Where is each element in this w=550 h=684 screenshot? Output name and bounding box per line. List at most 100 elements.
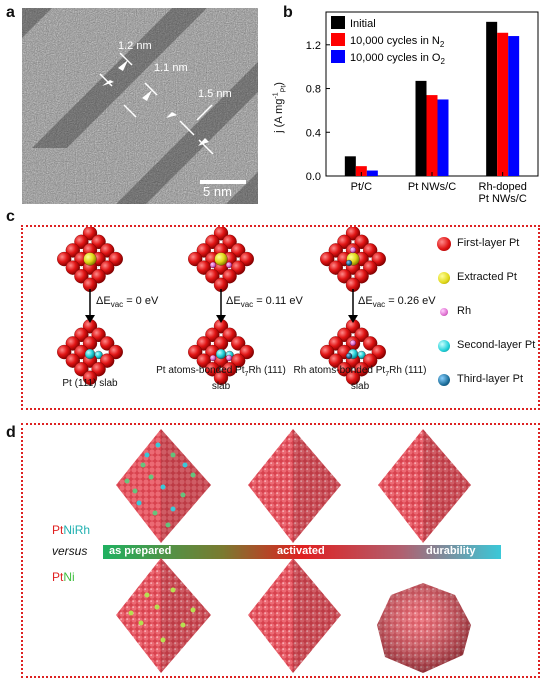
x-tick-label: Rh-doped — [479, 181, 527, 193]
first-layer-atom — [65, 353, 80, 368]
first-layer-atom — [363, 353, 378, 368]
panel-d-frame: PtNiRh versus PtNi as prepared activated… — [21, 423, 540, 678]
bar-0-1 — [355, 166, 367, 176]
first-layer-atom — [231, 260, 246, 275]
first-layer-atom — [100, 336, 115, 351]
first-layer-atom — [196, 243, 211, 258]
third-layer-pt-icon — [438, 374, 450, 386]
rh-atom — [349, 339, 357, 347]
y-tick-label: 0.0 — [306, 171, 321, 183]
first-layer-atom — [91, 269, 106, 284]
bar-0-2 — [366, 170, 378, 176]
first-layer-atom — [100, 260, 115, 275]
first-layer-atom — [196, 260, 211, 275]
extracted-pt-icon — [438, 272, 450, 284]
first-layer-atom — [239, 251, 254, 267]
first-layer-atom — [231, 243, 246, 258]
first-layer-atom — [371, 344, 386, 360]
first-layer-atom — [205, 327, 220, 342]
first-layer-atom — [337, 269, 352, 284]
first-layer-atom — [65, 336, 80, 351]
legend-first-layer: First-layer Pt — [457, 237, 520, 249]
rh-atom — [225, 354, 233, 362]
first-layer-atom — [337, 234, 352, 249]
label-ptni: PtNi — [52, 570, 75, 584]
x-tick-label: Pt NWs/C — [408, 181, 456, 193]
delta-e-2: ΔEvac = 0.11 eV — [226, 295, 303, 310]
first-layer-atom — [354, 269, 369, 284]
rh-atom — [225, 261, 233, 269]
chart-bars — [344, 21, 520, 177]
y-label-sub: Pt — [280, 85, 288, 93]
tem-image: 1.2 nm 1.1 nm 1.5 nm 5 nm — [22, 8, 258, 204]
first-layer-atom — [74, 234, 89, 249]
bar-label-prepared: as prepared — [109, 545, 172, 557]
legend-rh: Rh — [457, 305, 472, 317]
first-layer-atom — [74, 327, 89, 342]
first-layer-atom — [91, 362, 106, 377]
first-layer-atom — [205, 234, 220, 249]
octahedron-ptnirh-prepared — [116, 429, 211, 543]
first-layer-atom — [239, 344, 254, 360]
first-layer-atom — [363, 336, 378, 351]
first-layer-atom — [213, 370, 229, 385]
octahedron-ptni-prepared — [116, 558, 211, 673]
legend-third-layer: Third-layer Pt — [457, 373, 524, 385]
legend-label: 10,000 cycles in N2 — [350, 35, 445, 49]
first-layer-atom — [328, 353, 343, 368]
measurement-1: 1.2 nm — [118, 40, 152, 52]
bar-1-1 — [426, 95, 438, 176]
first-layer-atom — [345, 370, 361, 385]
octahedron-ptnirh-activated — [248, 429, 341, 543]
second-layer-pt-icon — [438, 340, 450, 352]
bar-1-0 — [415, 80, 427, 176]
bar-0-0 — [344, 156, 356, 176]
first-layer-atom — [57, 251, 72, 267]
first-layer-atom — [363, 260, 378, 275]
x-tick-label: Pt/C — [351, 181, 372, 193]
first-layer-atom — [57, 344, 72, 360]
first-layer-atom — [320, 251, 335, 267]
first-layer-atom — [74, 269, 89, 284]
first-layer-atom — [337, 362, 352, 377]
panel-label-d: d — [6, 424, 16, 441]
first-layer-atom — [188, 251, 203, 267]
third-layer-atom — [345, 352, 353, 360]
rh-atom — [209, 354, 217, 362]
y-label-end: ) — [273, 82, 286, 86]
panel-label-a: a — [6, 4, 15, 21]
x-tick-label: Pt NWs/C — [479, 193, 527, 205]
legend-swatch — [331, 33, 345, 46]
first-layer-atom — [91, 234, 106, 249]
first-layer-pt-icon — [437, 237, 451, 251]
delta-e-3: ΔEvac = 0.26 eV — [358, 295, 436, 310]
legend-swatch — [331, 16, 345, 29]
y-label-main: j (A mg — [273, 98, 286, 133]
caption-pt-slab: Pt (111) slab — [62, 378, 118, 389]
first-layer-atom — [108, 251, 123, 267]
first-layer-atom — [108, 344, 123, 360]
first-layer-atom — [196, 336, 211, 351]
first-layer-atom — [100, 353, 115, 368]
first-layer-atom — [328, 336, 343, 351]
rh-icon — [440, 308, 448, 316]
y-axis-label: j (A mg-1Pt) — [270, 55, 290, 165]
legend-swatch — [331, 50, 345, 63]
octahedron-ptnirh-durability — [378, 429, 471, 543]
chart-ticks: 0.0 0.4 0.8 1.2 — [306, 40, 330, 183]
bar-2-1 — [497, 32, 509, 177]
first-layer-atom — [188, 344, 203, 360]
label-versus: versus — [52, 544, 88, 558]
first-layer-atom — [222, 362, 237, 377]
first-layer-atom — [65, 243, 80, 258]
first-layer-atom — [371, 251, 386, 267]
first-layer-atom — [320, 344, 335, 360]
y-tick-label: 0.8 — [306, 84, 321, 96]
extracted-atom — [83, 252, 97, 266]
first-layer-atom — [205, 269, 220, 284]
first-layer-atom — [222, 327, 237, 342]
label-ptnirh: PtNiRh — [52, 523, 91, 537]
legend-second-layer: Second-layer Pt — [457, 339, 536, 351]
first-layer-atom — [363, 243, 378, 258]
first-layer-atom — [222, 269, 237, 284]
